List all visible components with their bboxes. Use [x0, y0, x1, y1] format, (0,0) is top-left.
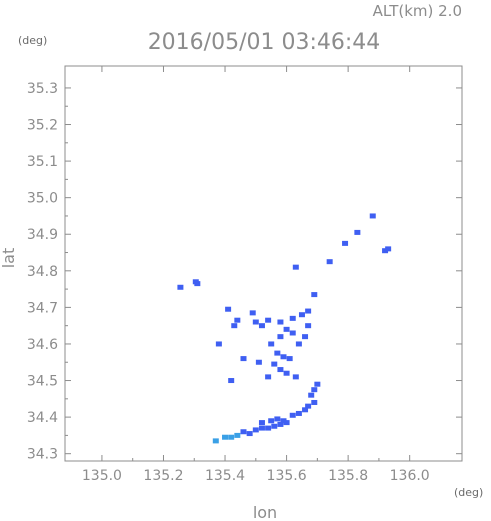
y-tick-label: 34.6: [27, 337, 58, 353]
echo-point: [305, 308, 312, 314]
echo-point: [295, 410, 302, 416]
echo-point: [277, 334, 284, 340]
echo-point: [354, 229, 361, 235]
echo-point: [292, 264, 299, 270]
y-tick-label: 35.3: [27, 81, 58, 97]
x-axis-unit: (deg): [454, 486, 483, 499]
echo-point: [302, 334, 309, 340]
x-tick-label: 135.6: [267, 468, 307, 484]
echo-point: [286, 356, 293, 362]
y-tick-label: 35.0: [27, 191, 58, 207]
echo-point: [326, 259, 333, 265]
echo-point: [274, 350, 281, 356]
y-tick-label: 34.8: [27, 264, 58, 280]
echo-point: [258, 420, 265, 426]
echo-point: [283, 326, 290, 332]
y-tick-label: 34.5: [27, 374, 58, 390]
y-tick-label: 34.4: [27, 410, 58, 426]
echo-point: [268, 418, 275, 424]
y-tick-label: 35.1: [27, 154, 58, 170]
echo-point: [342, 240, 349, 246]
echo-point: [277, 367, 284, 373]
y-tick-label: 35.2: [27, 118, 58, 134]
echo-points: [177, 213, 392, 444]
echo-point: [311, 292, 318, 298]
echo-point: [252, 319, 259, 325]
x-tick-label: 135.4: [205, 468, 245, 484]
echo-point: [252, 427, 259, 433]
echo-point: [271, 361, 278, 367]
y-axis-unit: (deg): [18, 34, 47, 47]
echo-point: [314, 381, 321, 387]
echo-point: [274, 416, 281, 422]
echo-point: [271, 423, 278, 429]
y-tick-label: 34.7: [27, 300, 58, 316]
x-tick-label: 135.0: [82, 468, 122, 484]
echo-point: [280, 354, 287, 360]
echo-point: [283, 370, 290, 376]
echo-point: [177, 284, 184, 290]
echo-point: [222, 434, 229, 440]
echo-point: [228, 378, 235, 384]
echo-point: [295, 341, 302, 347]
echo-point: [258, 425, 265, 431]
echo-point: [283, 420, 290, 426]
echo-point: [369, 213, 376, 219]
echo-point: [382, 248, 389, 254]
echo-point: [240, 429, 247, 435]
x-tick-label: 136.0: [390, 468, 430, 484]
y-tick-label: 34.9: [27, 227, 58, 243]
y-axis-label: lat: [0, 248, 18, 269]
echo-point: [280, 418, 287, 424]
echo-point: [268, 341, 275, 347]
echo-point: [265, 374, 272, 380]
plot-frame: [64, 65, 463, 462]
echo-point: [311, 399, 318, 405]
x-tick-label: 135.8: [328, 468, 368, 484]
echo-point: [305, 403, 312, 409]
echo-point: [311, 387, 318, 393]
chart-title: 2016/05/01 03:46:44: [148, 30, 381, 55]
y-tick-label: 34.3: [27, 447, 58, 463]
echo-point: [305, 323, 312, 329]
echo-point: [265, 317, 272, 323]
echo-point: [215, 341, 222, 347]
echo-point: [289, 315, 296, 321]
echo-point: [234, 432, 241, 438]
echo-point: [255, 359, 262, 365]
chart-subtitle: ALT(km) 2.0: [373, 2, 462, 20]
echo-point: [240, 356, 247, 362]
echo-point: [265, 425, 272, 431]
echo-point: [302, 407, 309, 413]
echo-point: [258, 323, 265, 329]
echo-point: [277, 319, 284, 325]
echo-point: [212, 438, 219, 444]
echo-point: [249, 310, 256, 316]
echo-point: [308, 392, 315, 398]
x-tick-label: 135.2: [143, 468, 183, 484]
axis-ticks: 135.0 135.2 135.4 135.6 135.8 136.0 34.3 34.4 34…: [27, 66, 462, 484]
echo-point: [289, 330, 296, 336]
echo-point: [228, 434, 235, 440]
echo-point: [277, 421, 284, 427]
echo-point: [385, 246, 392, 252]
echo-point: [298, 312, 305, 318]
echo-point: [289, 412, 296, 418]
echo-point: [292, 374, 299, 380]
echo-point: [234, 317, 241, 323]
echo-point: [192, 279, 199, 285]
echo-point: [231, 323, 238, 329]
echo-point: [225, 306, 232, 312]
echo-point: [246, 431, 253, 437]
x-axis-label: lon: [253, 503, 277, 521]
